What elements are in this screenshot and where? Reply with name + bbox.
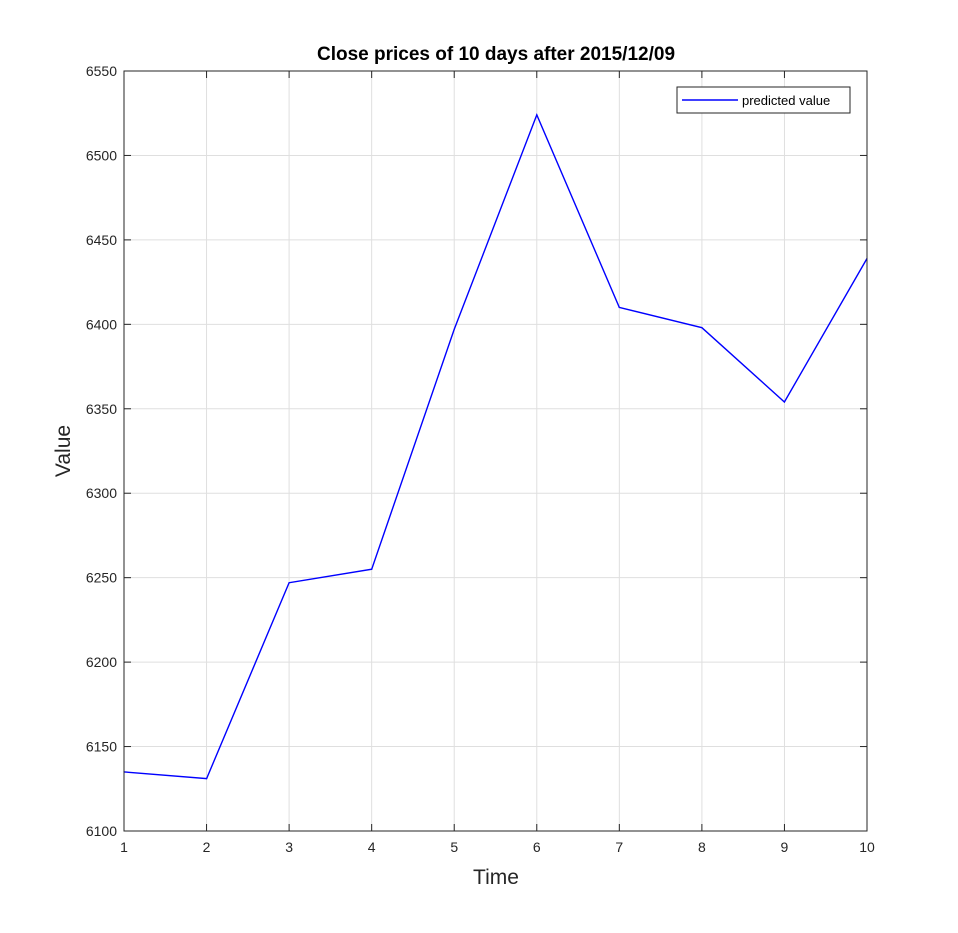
- x-tick-label: 3: [285, 839, 293, 855]
- y-tick-label: 6250: [86, 570, 117, 586]
- y-tick-label: 6400: [86, 316, 117, 332]
- x-tick-label: 5: [450, 839, 458, 855]
- series-line: [123, 113, 868, 780]
- x-tick-label: 2: [203, 839, 211, 855]
- y-tick-label: 6450: [86, 232, 117, 248]
- x-tick-label: 4: [368, 839, 376, 855]
- ticks: 1 2 3 4 5 6 7 8 9 10 6100 6150 6200 6250 6300 6350 6400 6…: [86, 63, 875, 855]
- y-tick-label: 6100: [86, 823, 117, 839]
- x-tick-label: 6: [533, 839, 541, 855]
- y-axis-label: Value: [52, 425, 75, 477]
- legend-label: predicted value: [742, 93, 830, 108]
- legend: predicted value: [676, 86, 851, 114]
- data-point: [371, 568, 373, 570]
- grid: [124, 71, 867, 831]
- x-axis-label: Time: [473, 866, 519, 889]
- x-tick-label: 7: [615, 839, 623, 855]
- data-point: [618, 306, 620, 309]
- x-tick-label: 1: [120, 839, 128, 855]
- chart-title: Close prices of 10 days after 2015/12/09: [317, 44, 675, 65]
- x-tick-label: 8: [698, 839, 706, 855]
- data-point: [701, 327, 703, 329]
- x-tick-label: 9: [781, 839, 789, 855]
- x-tick-label: 10: [859, 839, 875, 855]
- data-point: [288, 582, 290, 584]
- y-tick-label: 6500: [86, 147, 117, 163]
- y-tick-label: 6150: [86, 739, 117, 755]
- y-tick-label: 6200: [86, 654, 117, 670]
- data-point: [783, 401, 786, 403]
- data-point: [536, 114, 538, 116]
- data-point: [453, 328, 455, 330]
- y-tick-label: 6300: [86, 485, 117, 501]
- data-point: [205, 778, 208, 780]
- y-tick-label: 6550: [86, 63, 117, 79]
- y-tick-label: 6350: [86, 401, 117, 417]
- plot-frame: [123, 70, 868, 832]
- plot-area: [124, 71, 867, 831]
